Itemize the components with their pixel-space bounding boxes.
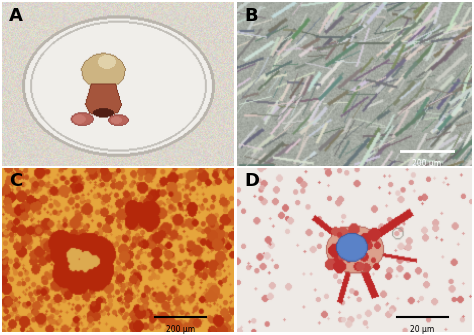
Text: 20 μm: 20 μm <box>410 325 435 334</box>
Text: A: A <box>9 7 23 24</box>
Text: 200 μm: 200 μm <box>166 325 195 334</box>
Text: C: C <box>9 173 23 190</box>
Text: B: B <box>244 7 258 24</box>
Text: 200 μm: 200 μm <box>412 159 442 168</box>
Text: D: D <box>244 173 259 190</box>
